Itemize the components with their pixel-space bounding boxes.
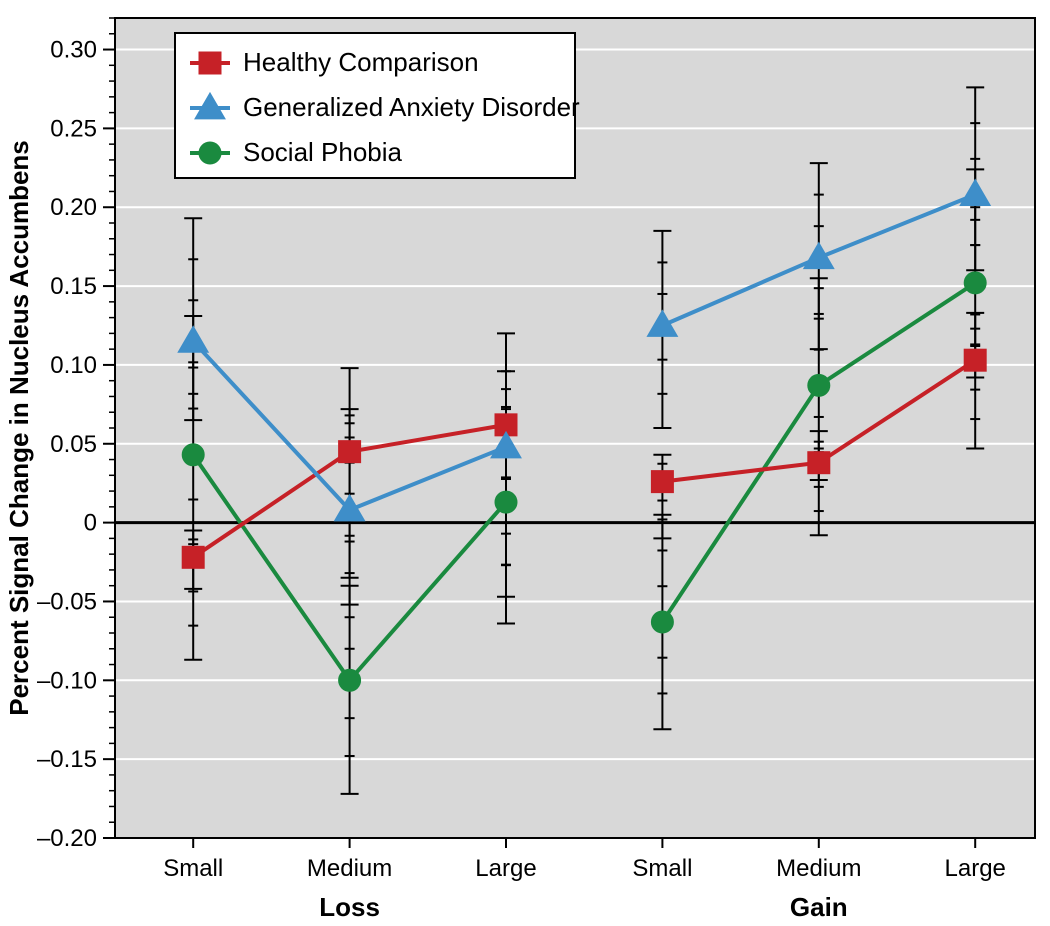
marker-circle — [339, 669, 361, 691]
marker-circle — [182, 444, 204, 466]
marker-square — [808, 452, 830, 474]
legend: Healthy Comparison Generalized Anxiety Di… — [175, 33, 580, 178]
y-tick-label: 0.20 — [50, 194, 97, 221]
y-tick-label: 0.25 — [50, 115, 97, 142]
marker-circle — [495, 491, 517, 513]
x-category-label: Medium — [307, 855, 392, 882]
x-category-label: Medium — [776, 855, 861, 882]
marker-circle — [808, 374, 830, 396]
y-tick-label: 0.05 — [50, 431, 97, 458]
marker-square — [651, 471, 673, 493]
x-category-label: Small — [632, 855, 692, 882]
y-tick-label: –0.15 — [37, 746, 97, 773]
x-category-label: Small — [163, 855, 223, 882]
marker-circle — [964, 272, 986, 294]
marker-circle — [651, 611, 673, 633]
marker-square — [182, 546, 204, 568]
y-axis-title: Percent Signal Change in Nucleus Accumbe… — [4, 140, 34, 716]
legend-label: Social Phobia — [243, 137, 403, 167]
y-tick-label: 0.30 — [50, 37, 97, 64]
x-category-label: Large — [945, 855, 1006, 882]
y-tick-label: –0.10 — [37, 667, 97, 694]
signal-change-chart: –0.20 –0.15 –0.10 –0.05 0 0.05 0.10 0.15 0.20 0.2… — [0, 0, 1050, 926]
y-tick-label: 0 — [84, 510, 97, 537]
y-tick-label: –0.05 — [37, 588, 97, 615]
legend-label: Generalized Anxiety Disorder — [243, 92, 580, 122]
x-group-label: Loss — [319, 892, 380, 922]
marker-square — [964, 349, 986, 371]
legend-label: Healthy Comparison — [243, 47, 479, 77]
y-tick-label: 0.15 — [50, 273, 97, 300]
marker-square — [339, 441, 361, 463]
x-category-label: Large — [475, 855, 536, 882]
y-tick-label: 0.10 — [50, 352, 97, 379]
marker-circle — [199, 142, 221, 164]
marker-square — [199, 52, 221, 74]
x-group-label: Gain — [790, 892, 848, 922]
y-tick-label: –0.20 — [37, 825, 97, 852]
